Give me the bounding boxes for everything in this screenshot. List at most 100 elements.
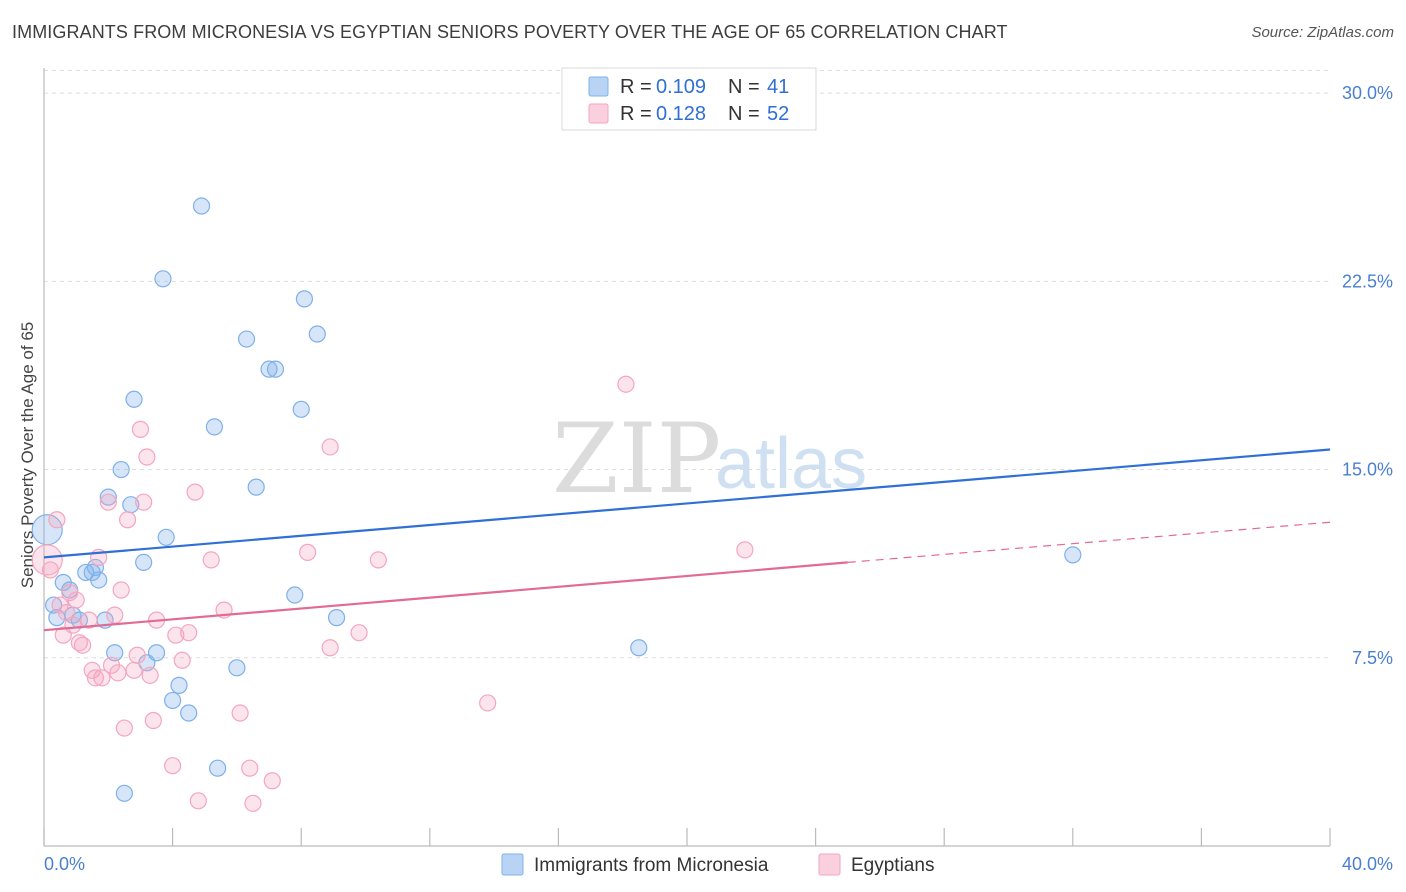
point-micronesia (308, 325, 326, 343)
point-egyptians (167, 626, 185, 644)
point-egyptians (299, 543, 317, 561)
point-egyptians (80, 611, 98, 629)
series-legend: Immigrants from Micronesia Egyptians (501, 853, 934, 876)
point-egyptians (202, 551, 220, 569)
series-legend-label-egyptians: Egyptians (851, 855, 934, 876)
point-egyptians (41, 561, 60, 579)
point-egyptians (736, 541, 754, 559)
point-micronesia (154, 270, 172, 288)
point-micronesia (228, 659, 246, 677)
source-credit: Source: ZipAtlas.com (1251, 24, 1394, 41)
point-micronesia (260, 360, 278, 378)
point-egyptians (128, 646, 146, 664)
point-egyptians (244, 794, 262, 812)
point-micronesia (237, 330, 256, 348)
point-egyptians (99, 493, 117, 511)
point-egyptians (86, 669, 105, 687)
point-egyptians (321, 639, 339, 657)
point-egyptians (109, 664, 127, 682)
point-egyptians (173, 651, 191, 669)
point-egyptians (350, 624, 368, 642)
point-egyptians (70, 634, 88, 652)
point-egyptians (48, 511, 66, 529)
point-micronesia (77, 563, 95, 582)
point-micronesia (286, 586, 304, 604)
point-egyptians (118, 511, 137, 529)
legend-swatch-egyptians (588, 103, 609, 124)
point-micronesia (125, 390, 143, 408)
gridlines (44, 70, 1330, 659)
y-tick-label: 7.5% (1352, 648, 1393, 668)
watermark-zip: ZIP (552, 403, 721, 515)
point-micronesia (295, 290, 314, 308)
point-egyptians (73, 636, 92, 654)
y-tick-label: 30.0% (1342, 83, 1393, 103)
point-egyptians (180, 624, 198, 642)
legend-n-value-egyptians: 52 (767, 103, 789, 125)
legend-r-value-egyptians: 0.128 (656, 103, 706, 125)
point-micronesia (327, 609, 346, 627)
y-axis-label: Seniors Poverty Over the Age of 65 (18, 322, 37, 588)
point-micronesia (192, 197, 211, 215)
x-tick-marks (43, 828, 1331, 846)
point-micronesia (180, 704, 198, 722)
point-micronesia (266, 360, 285, 378)
trend-lines (43, 448, 1331, 632)
point-egyptians (241, 759, 259, 777)
point-micronesia (1064, 546, 1082, 564)
point-micronesia (209, 759, 227, 777)
point-micronesia (164, 691, 182, 710)
point-micronesia (205, 418, 223, 436)
trend-line-egyptians (43, 561, 848, 632)
series-legend-label-micronesia: Immigrants from Micronesia (534, 855, 769, 876)
watermark-atlas: atlas (715, 424, 867, 504)
point-micronesia (115, 784, 133, 802)
point-egyptians (67, 591, 85, 609)
point-micronesia (112, 460, 130, 479)
stats-legend: R = 0.109 N = 41 R = 0.128 N = 52 (561, 67, 817, 131)
point-micronesia (170, 676, 188, 694)
point-micronesia (99, 488, 117, 506)
legend-r-value-micronesia: 0.109 (656, 76, 706, 98)
point-micronesia (292, 400, 310, 418)
legend-r-label-egyptians: R = (620, 103, 652, 125)
point-egyptians (141, 666, 159, 684)
point-micronesia (247, 478, 265, 496)
trend-line-egyptians-dashed (847, 521, 1331, 564)
point-egyptians (93, 669, 111, 687)
chart-title: IMMIGRANTS FROM MICRONESIA VS EGYPTIAN S… (12, 22, 1008, 42)
x-tick-label-min: 0.0% (44, 854, 85, 874)
point-egyptians (231, 704, 249, 722)
legend-n-value-micronesia: 41 (767, 76, 789, 98)
point-egyptians (106, 606, 124, 624)
point-egyptians (186, 483, 204, 501)
series-legend-swatch-egyptians (818, 853, 841, 876)
point-egyptians (125, 661, 143, 679)
point-egyptians (138, 448, 156, 466)
x-tick-label-max: 40.0% (1342, 854, 1393, 874)
point-egyptians (189, 792, 207, 810)
y-tick-label: 15.0% (1342, 460, 1393, 480)
point-egyptians (617, 375, 635, 393)
point-egyptians (115, 719, 133, 737)
point-egyptians (135, 493, 153, 511)
point-egyptians (31, 544, 63, 576)
point-egyptians (321, 438, 339, 456)
point-egyptians (479, 694, 497, 712)
point-egyptians (64, 616, 82, 634)
y-tick-label: 22.5% (1342, 271, 1393, 291)
point-micronesia (135, 553, 153, 572)
legend-n-label-micronesia: N = (728, 76, 760, 98)
point-egyptians (112, 581, 130, 599)
legend-r-label-micronesia: R = (620, 76, 652, 98)
point-micronesia (147, 644, 166, 662)
point-micronesia (157, 528, 175, 546)
point-micronesia (630, 639, 648, 657)
point-egyptians (131, 420, 150, 438)
legend-n-label-egyptians: N = (728, 103, 760, 125)
point-egyptians (263, 772, 281, 790)
series-legend-swatch-micronesia (501, 853, 524, 876)
point-egyptians (144, 711, 162, 730)
scatter-points (31, 197, 1082, 812)
